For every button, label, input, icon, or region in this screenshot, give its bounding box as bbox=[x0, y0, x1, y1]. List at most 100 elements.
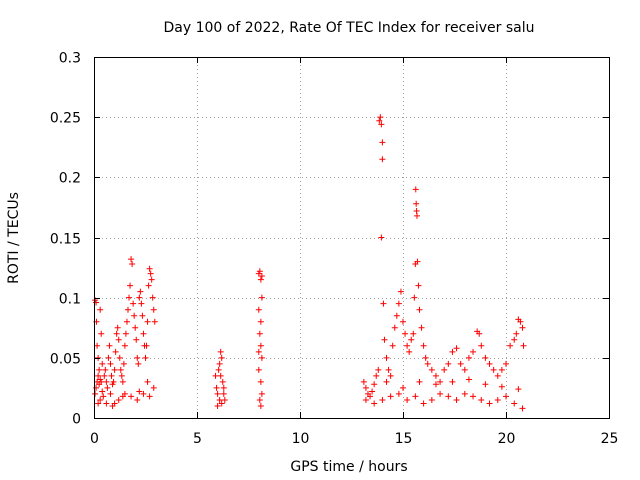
data-point bbox=[218, 354, 225, 361]
data-point bbox=[95, 354, 102, 361]
data-point bbox=[257, 318, 264, 325]
data-point bbox=[134, 354, 141, 361]
data-point bbox=[378, 234, 385, 241]
data-point bbox=[437, 390, 444, 397]
data-point bbox=[151, 318, 158, 325]
data-point bbox=[376, 117, 383, 124]
data-point bbox=[437, 378, 444, 385]
data-point bbox=[111, 366, 118, 373]
y-tick-label: 0.1 bbox=[59, 292, 81, 308]
data-point bbox=[120, 360, 127, 367]
data-point bbox=[449, 348, 456, 355]
data-point bbox=[408, 336, 415, 343]
data-point bbox=[119, 393, 126, 400]
data-point bbox=[103, 400, 110, 407]
y-tick-label: 0.05 bbox=[50, 352, 81, 368]
data-point bbox=[432, 372, 439, 379]
data-point bbox=[470, 348, 477, 355]
data-point bbox=[256, 268, 263, 275]
data-point bbox=[470, 393, 477, 400]
data-point bbox=[432, 381, 439, 388]
x-tick-label: 25 bbox=[601, 431, 619, 447]
data-point bbox=[416, 378, 423, 385]
data-point bbox=[478, 342, 485, 349]
data-point bbox=[412, 393, 419, 400]
data-point bbox=[478, 396, 485, 403]
data-point bbox=[418, 324, 425, 331]
data-point bbox=[375, 366, 382, 373]
data-point bbox=[140, 330, 147, 337]
data-point bbox=[515, 386, 522, 393]
data-point bbox=[416, 306, 423, 313]
x-tick-label: 15 bbox=[395, 431, 413, 447]
data-point bbox=[379, 139, 386, 146]
data-point bbox=[136, 294, 143, 301]
data-point bbox=[140, 390, 147, 397]
data-point bbox=[97, 396, 104, 403]
data-point bbox=[122, 330, 129, 337]
data-point bbox=[92, 390, 99, 397]
data-point bbox=[411, 294, 418, 301]
data-point bbox=[255, 348, 262, 355]
data-point bbox=[100, 393, 107, 400]
x-tick-label: 10 bbox=[292, 431, 310, 447]
data-point bbox=[445, 360, 452, 367]
data-point bbox=[148, 276, 155, 283]
data-point bbox=[511, 400, 518, 407]
data-point bbox=[128, 256, 135, 263]
data-point bbox=[105, 354, 112, 361]
data-point bbox=[114, 324, 121, 331]
data-point bbox=[130, 300, 137, 307]
data-point bbox=[132, 324, 139, 331]
data-point bbox=[371, 400, 378, 407]
data-point bbox=[119, 378, 126, 385]
data-point bbox=[415, 282, 422, 289]
data-point bbox=[461, 390, 468, 397]
data-point bbox=[520, 342, 527, 349]
data-point bbox=[511, 336, 518, 343]
data-point bbox=[494, 396, 501, 403]
data-point bbox=[146, 393, 153, 400]
x-tick-label: 5 bbox=[193, 431, 202, 447]
data-point bbox=[362, 384, 369, 391]
data-point bbox=[387, 372, 394, 379]
data-point bbox=[257, 402, 264, 409]
data-point bbox=[465, 354, 472, 361]
data-point bbox=[414, 212, 421, 219]
data-point bbox=[102, 366, 109, 373]
y-tick-label: 0.3 bbox=[59, 51, 81, 67]
data-point bbox=[381, 336, 388, 343]
data-point bbox=[373, 372, 380, 379]
y-tick-label: 0.25 bbox=[50, 111, 81, 127]
data-point bbox=[257, 276, 264, 283]
data-point bbox=[107, 360, 114, 367]
data-point bbox=[422, 354, 429, 361]
data-point bbox=[220, 384, 227, 391]
data-point bbox=[257, 342, 264, 349]
data-point bbox=[94, 342, 101, 349]
data-point bbox=[486, 400, 493, 407]
data-point bbox=[482, 381, 489, 388]
data-point bbox=[257, 378, 264, 385]
data-point bbox=[218, 400, 225, 407]
data-point bbox=[103, 378, 110, 385]
data-point bbox=[404, 396, 411, 403]
data-point bbox=[412, 186, 419, 193]
data-point bbox=[258, 273, 265, 280]
data-point bbox=[144, 378, 151, 385]
data-point bbox=[414, 258, 421, 265]
data-point bbox=[147, 270, 154, 277]
data-point bbox=[142, 354, 149, 361]
data-point bbox=[104, 384, 111, 391]
data-point bbox=[369, 388, 376, 395]
data-point bbox=[402, 330, 409, 337]
data-point bbox=[367, 393, 374, 400]
data-point bbox=[93, 384, 100, 391]
data-point bbox=[95, 400, 102, 407]
data-point bbox=[95, 372, 102, 379]
data-point bbox=[406, 348, 413, 355]
data-point bbox=[216, 396, 223, 403]
data-point bbox=[149, 294, 156, 301]
data-point bbox=[498, 383, 505, 390]
